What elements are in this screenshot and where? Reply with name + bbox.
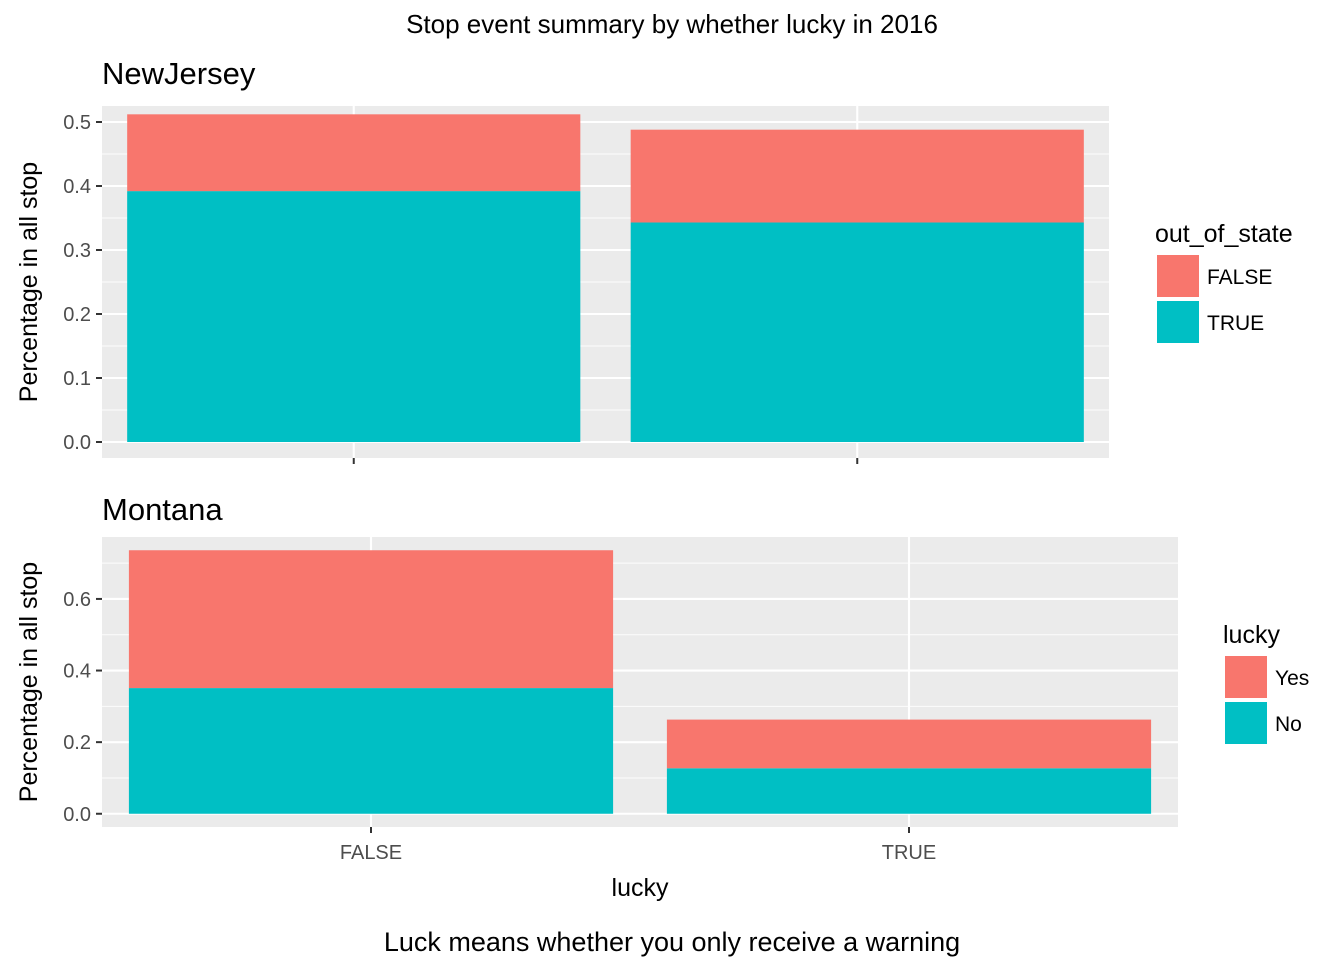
- legend-title: lucky: [1223, 621, 1280, 649]
- y-tick-label: 0.2: [63, 304, 91, 326]
- panel-title: NewJersey: [102, 56, 256, 91]
- y-tick-label: 0.3: [63, 240, 91, 262]
- legend-key-true: [1157, 301, 1199, 343]
- y-tick-label: 0.4: [63, 661, 91, 683]
- legend-key-no: [1225, 702, 1267, 744]
- legend: out_of_state FALSE TRUE: [1155, 220, 1293, 343]
- legend: lucky Yes No: [1223, 621, 1309, 744]
- y-axis-label: Percentage in all stop: [15, 162, 43, 402]
- chart-panels: 0.0 0.1 0.2 0.3 0.4 0.5 NewJersey Percentage in…: [15, 56, 1309, 902]
- panel-title: Montana: [102, 492, 223, 527]
- bar-false-true: [127, 191, 581, 442]
- y-tick-label: 0.0: [63, 432, 91, 454]
- y-tick-label: 0.5: [63, 112, 91, 134]
- y-tick-label: 0.1: [63, 368, 91, 390]
- y-tick-label: 0.6: [63, 589, 91, 611]
- legend-label-no: No: [1275, 713, 1302, 736]
- bar-true-false: [630, 129, 1084, 223]
- x-axis-label: lucky: [612, 874, 669, 902]
- y-tick-label: 0.4: [63, 176, 91, 198]
- main-title: Stop event summary by whether lucky in 2…: [406, 9, 938, 39]
- bar-false-yes: [128, 550, 614, 689]
- x-tick-label: TRUE: [882, 842, 936, 864]
- legend-key-false: [1157, 255, 1199, 297]
- legend-label-yes: Yes: [1275, 667, 1309, 690]
- y-tick-label: 0.0: [63, 804, 91, 826]
- bar-true-true: [630, 222, 1084, 442]
- bar-false-false: [127, 114, 581, 192]
- bar-true-no: [666, 768, 1152, 814]
- y-tick-label: 0.2: [63, 732, 91, 754]
- bar-true-yes: [666, 719, 1152, 769]
- chart-panel-montana: 0.0 0.2 0.4 0.6 FALSE TRUE Montana Percentage i…: [15, 492, 1309, 902]
- legend-key-yes: [1225, 656, 1267, 698]
- y-axis-label: Percentage in all stop: [15, 562, 43, 802]
- legend-label-false: FALSE: [1207, 266, 1272, 289]
- chart-caption: Luck means whether you only receive a wa…: [384, 927, 960, 957]
- legend-title: out_of_state: [1155, 220, 1293, 248]
- bar-false-no: [128, 688, 614, 814]
- legend-label-true: TRUE: [1207, 312, 1264, 335]
- x-tick-label: FALSE: [340, 842, 402, 864]
- chart-panel-newjersey: 0.0 0.1 0.2 0.3 0.4 0.5 NewJersey Percentage in…: [15, 56, 1293, 464]
